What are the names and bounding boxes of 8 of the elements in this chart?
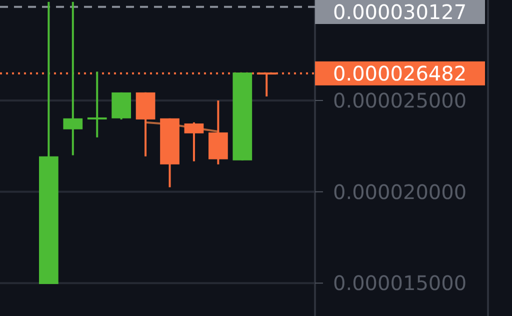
ref-line-label: 0.000026482: [333, 61, 467, 86]
y-tick-label: 0.000020000: [333, 180, 467, 204]
candlestick: [184, 121, 204, 162]
candlestick: [87, 70, 107, 138]
y-tick-label: 0.000025000: [333, 88, 467, 112]
y-tick-label: 0.000015000: [333, 271, 467, 296]
ref-line-label: 0.000030127: [333, 0, 467, 24]
candlestick: [63, 0, 83, 156]
